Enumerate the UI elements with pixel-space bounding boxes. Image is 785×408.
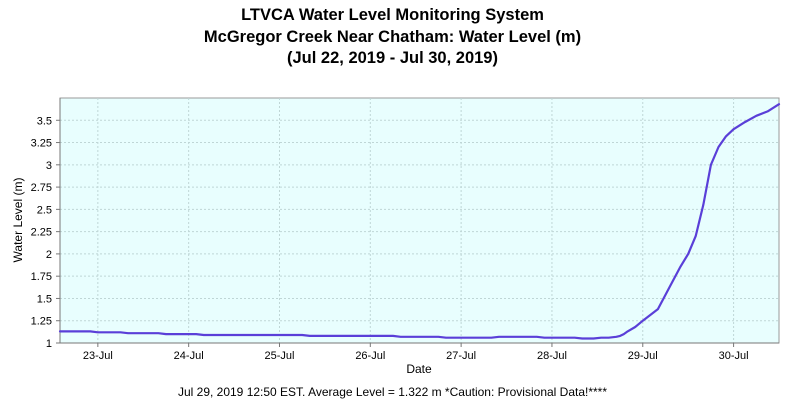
y-axis-label: Water Level (m) (11, 178, 25, 263)
x-tick-label: 24-Jul (174, 350, 204, 362)
x-tick-label: 27-Jul (446, 350, 476, 362)
y-tick-label: 3 (46, 160, 52, 172)
grid-lines (60, 98, 779, 343)
y-tick-label: 2 (46, 249, 52, 261)
y-tick-label: 1 (46, 338, 52, 350)
status-footer: Jul 29, 2019 12:50 EST. Average Level = … (177, 385, 608, 399)
chart-title: LTVCA Water Level Monitoring System McGr… (0, 5, 785, 70)
x-tick-label: 23-Jul (83, 350, 113, 362)
x-tick-labels: 23-Jul 24-Jul 25-Jul 26-Jul 27-Jul 28-Jul 29-J… (83, 343, 749, 362)
y-tick-label: 1.25 (31, 316, 52, 328)
chart-title-line-2: McGregor Creek Near Chatham: Water Level… (203, 27, 582, 46)
series-group (58, 103, 781, 340)
y-tick-label: 2.5 (37, 204, 52, 216)
x-tick-label: 26-Jul (355, 350, 385, 362)
plot-area (59, 97, 780, 344)
y-tick-label: 1.75 (31, 271, 52, 283)
x-tick-label: 28-Jul (537, 350, 567, 362)
x-axis-label: Date (406, 362, 432, 376)
y-tick-label: 1.5 (37, 293, 52, 305)
chart-title-line-1: LTVCA Water Level Monitoring System (241, 6, 544, 24)
y-tick-label: 2.25 (31, 227, 52, 239)
series-line-water-level (58, 103, 781, 340)
x-tick-label: 25-Jul (264, 350, 294, 362)
y-tick-label: 3.5 (37, 115, 52, 127)
y-tick-labels: 1 1.25 1.5 1.75 2 2.25 2.5 2.75 3 3.25 3.5 (31, 115, 60, 350)
x-tick-label: 30-Jul (719, 350, 749, 362)
y-tick-label: 2.75 (31, 182, 52, 194)
chart-title-line-3: (Jul 22, 2019 - Jul 30, 2019) (287, 49, 498, 67)
axes (59, 98, 779, 344)
y-tick-label: 3.25 (31, 138, 52, 150)
x-tick-label: 29-Jul (628, 350, 658, 362)
